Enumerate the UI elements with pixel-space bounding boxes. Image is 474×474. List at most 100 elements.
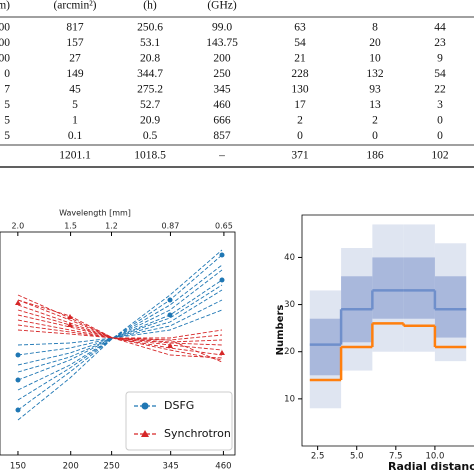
table-cell: 157	[66, 37, 84, 49]
table-cell: 250.6	[137, 22, 163, 34]
table-cell: 54	[434, 68, 446, 80]
table-cell: 2	[297, 115, 303, 127]
table-cell: 5	[72, 99, 78, 111]
table-cell: 0	[437, 130, 443, 142]
top-tick-label: 1.5	[64, 222, 77, 231]
table-cell: 2	[372, 115, 378, 127]
table-cell: 3	[437, 99, 443, 111]
table-cell: 149	[66, 68, 84, 80]
table-cell: 1	[72, 115, 78, 127]
table-cell: 0.5	[143, 130, 158, 142]
table-cell: 5	[4, 115, 10, 127]
x-axis-label: Radial distance	[388, 460, 474, 473]
top-tick-label: 1.2	[105, 222, 118, 231]
top-axis-label: Wavelength [mm]	[59, 209, 131, 218]
band	[434, 276, 467, 338]
table-cell: 00	[0, 53, 10, 65]
table-cell: 44	[434, 22, 446, 34]
table-cell: 52.7	[140, 99, 160, 111]
table-cell: 344.7	[137, 68, 163, 80]
y-tick-label: 10	[284, 394, 295, 404]
x-tick-label: 460	[215, 462, 231, 472]
table-cell: 0.1	[68, 130, 83, 142]
table-cell: 45	[69, 84, 81, 96]
legend-marker	[141, 402, 149, 410]
x-tick-label: 150	[10, 462, 26, 472]
table-cell: 00	[0, 37, 10, 49]
table-cell: 8	[372, 22, 378, 34]
table-cell: 460	[213, 99, 231, 111]
table-cell: 0	[297, 130, 303, 142]
synchrotron-markers	[15, 300, 225, 355]
table-cell: 5	[4, 99, 10, 111]
synchrotron-curves	[17, 294, 223, 363]
table-total: 371	[291, 150, 309, 162]
dsfg-markers	[15, 252, 225, 413]
table-total: 102	[431, 150, 449, 162]
y-tick-label: 30	[284, 300, 295, 310]
table-header: (GHz)	[207, 0, 237, 12]
table-cell: 63	[294, 22, 306, 34]
x-tick-label: 10.0	[425, 452, 444, 462]
table-cell: 93	[369, 84, 381, 96]
left-frame	[0, 231, 236, 456]
table-cell: 20	[369, 37, 381, 49]
table-cell: 00	[0, 22, 10, 34]
table-cell: 13	[369, 99, 381, 111]
top-tick-label: 2.0	[11, 222, 24, 231]
table-cell: 200	[213, 53, 231, 65]
table-cell: 27	[69, 53, 81, 65]
y-tick-label: 40	[284, 253, 295, 263]
legend-label: Synchrotron	[164, 427, 231, 440]
table-cell: 130	[291, 84, 309, 96]
table-cell: 275.2	[137, 84, 163, 96]
x-tick-label: 200	[63, 462, 79, 472]
y-axis-label: Numbers	[275, 305, 286, 356]
table-total: 186	[366, 150, 384, 162]
x-tick-label: 250	[104, 462, 120, 472]
table-cell: 17	[294, 99, 306, 111]
table-cell: 143.75	[206, 37, 238, 49]
table-cell: 817	[66, 22, 84, 34]
x-tick-label: 345	[163, 462, 179, 472]
band	[372, 257, 404, 319]
top-tick-label: 0.87	[162, 222, 180, 231]
table-cell: 0	[372, 130, 378, 142]
table-cell: 9	[437, 53, 443, 65]
table-cell: 857	[213, 130, 231, 142]
table-cell: 20.9	[140, 115, 160, 127]
table-total: –	[218, 150, 225, 162]
table-cell: 0	[4, 68, 10, 80]
table-cell: 250	[213, 68, 231, 80]
table-cell: 666	[213, 115, 231, 127]
x-tick-label: 5.0	[350, 452, 364, 462]
curves	[17, 249, 223, 421]
y-tick-label: 20	[284, 347, 295, 357]
table-cell: 99.0	[212, 22, 232, 34]
top-tick-label: 0.65	[215, 222, 233, 231]
table-cell: 5	[4, 130, 10, 142]
table-cell: 132	[366, 68, 384, 80]
band	[403, 257, 435, 319]
table-header: (arcmin²)	[53, 0, 96, 12]
legend-label: DSFG	[164, 399, 194, 412]
table-cell: 228	[291, 68, 309, 80]
x-tick-label: 7.5	[389, 452, 403, 462]
legend-marker	[141, 430, 149, 437]
x-tick-label: 2.5	[311, 452, 325, 462]
table-cell: 54	[294, 37, 306, 49]
table-cell: 22	[434, 84, 446, 96]
table-cell: 0	[437, 115, 443, 127]
table-header: m)	[0, 0, 10, 12]
table-cell: 20.8	[140, 53, 160, 65]
axes-frame	[301, 214, 474, 447]
table-cell: 7	[4, 84, 10, 96]
table-header: (h)	[143, 0, 157, 12]
table-cell: 21	[294, 53, 306, 65]
table-cell: 53.1	[140, 37, 160, 49]
table-cell: 23	[434, 37, 446, 49]
band	[309, 318, 342, 376]
table-total: 1201.1	[59, 150, 91, 162]
table-cell: 345	[213, 84, 231, 96]
